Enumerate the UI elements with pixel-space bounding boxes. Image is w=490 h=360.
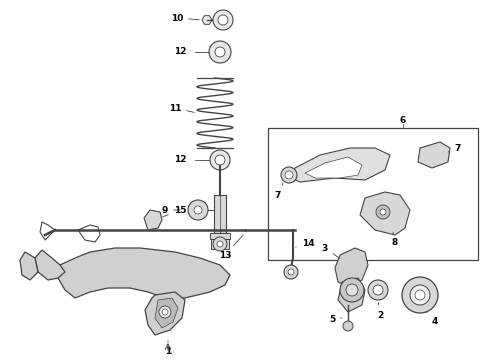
Circle shape bbox=[285, 171, 293, 179]
Text: 10: 10 bbox=[171, 14, 199, 23]
Circle shape bbox=[210, 150, 230, 170]
Polygon shape bbox=[335, 248, 368, 288]
Bar bbox=[214, 195, 226, 233]
Circle shape bbox=[209, 41, 231, 63]
Circle shape bbox=[218, 15, 228, 25]
Circle shape bbox=[415, 290, 425, 300]
Circle shape bbox=[213, 237, 227, 251]
Circle shape bbox=[217, 241, 223, 247]
Polygon shape bbox=[20, 252, 38, 280]
Polygon shape bbox=[285, 148, 390, 182]
Circle shape bbox=[346, 284, 358, 296]
Circle shape bbox=[373, 285, 383, 295]
Circle shape bbox=[343, 321, 353, 331]
Circle shape bbox=[159, 306, 171, 318]
Circle shape bbox=[380, 209, 386, 215]
Circle shape bbox=[402, 277, 438, 313]
Polygon shape bbox=[360, 192, 410, 235]
Polygon shape bbox=[145, 292, 185, 335]
Circle shape bbox=[188, 200, 208, 220]
Text: 12: 12 bbox=[174, 46, 186, 55]
Polygon shape bbox=[155, 298, 178, 328]
Text: 4: 4 bbox=[427, 312, 438, 327]
Text: 15: 15 bbox=[163, 206, 186, 217]
Text: 5: 5 bbox=[329, 315, 342, 324]
Polygon shape bbox=[418, 142, 450, 168]
Text: 7: 7 bbox=[448, 144, 461, 153]
Text: 1: 1 bbox=[165, 341, 171, 356]
Bar bbox=[268, 128, 478, 260]
Circle shape bbox=[368, 280, 388, 300]
Text: 9: 9 bbox=[162, 206, 180, 215]
Text: 13: 13 bbox=[219, 235, 243, 260]
Polygon shape bbox=[35, 250, 65, 280]
Text: 3: 3 bbox=[322, 243, 340, 258]
Circle shape bbox=[162, 309, 168, 315]
Circle shape bbox=[376, 205, 390, 219]
Polygon shape bbox=[338, 278, 365, 312]
Polygon shape bbox=[144, 210, 162, 230]
Text: 7: 7 bbox=[275, 183, 283, 199]
Bar bbox=[211, 239, 229, 249]
Polygon shape bbox=[58, 248, 230, 298]
Circle shape bbox=[215, 155, 225, 165]
Circle shape bbox=[194, 206, 202, 214]
Text: 8: 8 bbox=[392, 232, 398, 247]
Circle shape bbox=[410, 285, 430, 305]
Circle shape bbox=[340, 278, 364, 302]
Circle shape bbox=[284, 265, 298, 279]
Text: 2: 2 bbox=[377, 303, 383, 320]
Circle shape bbox=[213, 10, 233, 30]
Text: 12: 12 bbox=[174, 154, 186, 163]
Bar bbox=[210, 233, 230, 239]
Circle shape bbox=[215, 47, 225, 57]
Text: 6: 6 bbox=[400, 116, 406, 125]
Polygon shape bbox=[305, 157, 362, 178]
Text: 14: 14 bbox=[295, 239, 314, 248]
Text: 11: 11 bbox=[169, 104, 195, 113]
Polygon shape bbox=[202, 16, 212, 24]
Circle shape bbox=[288, 269, 294, 275]
Circle shape bbox=[281, 167, 297, 183]
